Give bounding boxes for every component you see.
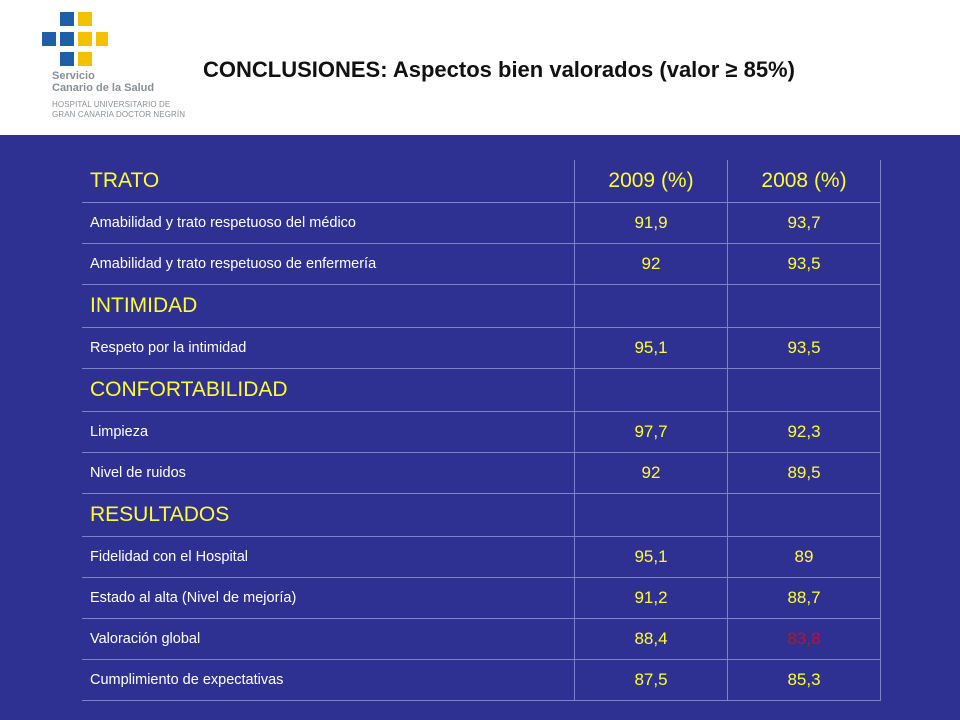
category-row: CONFORTABILIDAD — [82, 368, 881, 412]
row-label: Amabilidad y trato respetuoso del médico — [82, 202, 575, 244]
row-label: Valoración global — [82, 618, 575, 660]
row-label: Fidelidad con el Hospital — [82, 536, 575, 578]
value-2008: 93,7 — [727, 202, 881, 244]
empty-cell — [727, 493, 881, 537]
logo-line-2: Canario de la Salud — [52, 82, 155, 94]
value-2008: 85,3 — [727, 659, 881, 701]
ratings-table: TRATO 2009 (%) 2008 (%) Amabilidad y tra… — [82, 160, 881, 701]
hospital-name: HOSPITAL UNIVERSITARIO DE GRAN CANARIA D… — [52, 100, 185, 120]
table-row: Cumplimiento de expectativas 87,5 85,3 — [82, 659, 881, 701]
category-row: INTIMIDAD — [82, 284, 881, 328]
row-label: Limpieza — [82, 411, 575, 453]
value-2008: 89 — [727, 536, 881, 578]
row-label: Estado al alta (Nivel de mejoría) — [82, 577, 575, 619]
category-confortabilidad: CONFORTABILIDAD — [82, 368, 575, 412]
row-label: Amabilidad y trato respetuoso de enferme… — [82, 243, 575, 285]
logo-text: Servicio Canario de la Salud — [52, 70, 154, 94]
value-2008: 88,7 — [727, 577, 881, 619]
value-2008-highlighted: 83,8 — [727, 618, 881, 660]
value-2009: 97,7 — [574, 411, 728, 453]
value-2009: 88,4 — [574, 618, 728, 660]
category-intimidad: INTIMIDAD — [82, 284, 575, 328]
table-row: Nivel de ruidos 92 89,5 — [82, 452, 881, 494]
value-2008: 92,3 — [727, 411, 881, 453]
table-row: Estado al alta (Nivel de mejoría) 91,2 8… — [82, 577, 881, 619]
value-2008: 89,5 — [727, 452, 881, 494]
value-2008: 93,5 — [727, 243, 881, 285]
servicio-canario-salud-logo-icon — [42, 12, 108, 66]
category-resultados: RESULTADOS — [82, 493, 575, 537]
table-row: Fidelidad con el Hospital 95,1 89 — [82, 536, 881, 578]
hospital-line-2: GRAN CANARIA DOCTOR NEGRÍN — [52, 110, 186, 119]
table-row: Valoración global 88,4 83,8 — [82, 618, 881, 660]
slide-header: Servicio Canario de la Salud HOSPITAL UN… — [0, 0, 960, 135]
value-2009: 91,9 — [574, 202, 728, 244]
value-2009: 95,1 — [574, 536, 728, 578]
table-row: Respeto por la intimidad 95,1 93,5 — [82, 327, 881, 369]
table-row: Amabilidad y trato respetuoso del médico… — [82, 202, 881, 244]
category-trato: TRATO — [82, 160, 575, 203]
row-label: Nivel de ruidos — [82, 452, 575, 494]
value-2009: 92 — [574, 243, 728, 285]
empty-cell — [574, 493, 728, 537]
empty-cell — [727, 284, 881, 328]
empty-cell — [574, 368, 728, 412]
value-2009: 87,5 — [574, 659, 728, 701]
table-row: Limpieza 97,7 92,3 — [82, 411, 881, 453]
column-header-2009: 2009 (%) — [574, 160, 728, 203]
value-2009: 92 — [574, 452, 728, 494]
value-2009: 91,2 — [574, 577, 728, 619]
row-label: Cumplimiento de expectativas — [82, 659, 575, 701]
value-2009: 95,1 — [574, 327, 728, 369]
column-header-2008: 2008 (%) — [727, 160, 881, 203]
slide-title: CONCLUSIONES: Aspectos bien valorados (v… — [203, 57, 795, 82]
table-header-row: TRATO 2009 (%) 2008 (%) — [82, 160, 881, 203]
empty-cell — [727, 368, 881, 412]
row-label: Respeto por la intimidad — [82, 327, 575, 369]
category-row: RESULTADOS — [82, 493, 881, 537]
table-row: Amabilidad y trato respetuoso de enferme… — [82, 243, 881, 285]
hospital-line-1: HOSPITAL UNIVERSITARIO DE — [52, 100, 171, 109]
logo-line-1: Servicio — [52, 70, 95, 82]
value-2008: 93,5 — [727, 327, 881, 369]
empty-cell — [574, 284, 728, 328]
